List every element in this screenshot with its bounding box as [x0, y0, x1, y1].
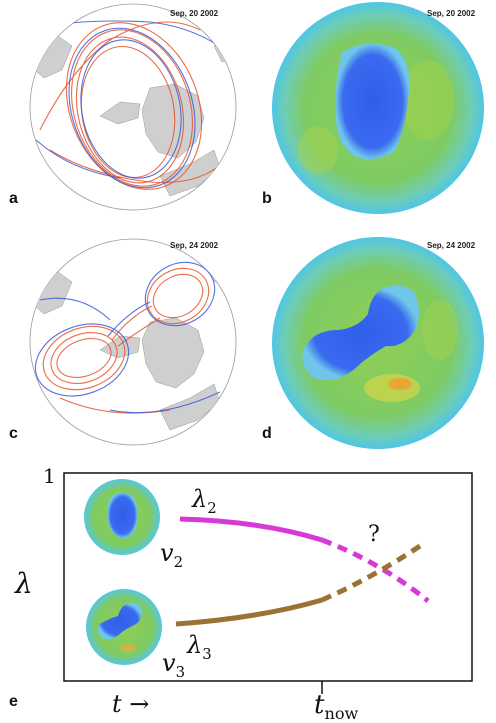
panel-c-label: c — [9, 425, 18, 442]
v3-label: v3 — [162, 649, 186, 681]
y-axis-label: λ — [15, 567, 33, 600]
v2-thumbnail — [84, 479, 160, 555]
panel-c-date: Sep, 24 2002 — [170, 241, 219, 250]
lambda3-curve-solid — [175, 597, 323, 627]
panel-b-ozone-map — [272, 2, 484, 214]
question-mark: ? — [368, 522, 380, 547]
v3-thumbnail — [86, 589, 162, 665]
panel-b-date: Sep, 20 2002 — [427, 9, 476, 18]
x-axis-label: t → — [112, 690, 150, 718]
panel-d-ozone-map — [272, 237, 484, 449]
t-now-label: tnow — [314, 690, 359, 723]
panel-e-label: e — [9, 693, 18, 710]
lambda2-curve-dashed — [321, 537, 430, 603]
lambda3-curve-dashed — [320, 543, 422, 603]
lambda2-curve-solid — [179, 516, 323, 543]
v2-label: v2 — [160, 539, 184, 571]
panel-c-globe — [29, 238, 237, 446]
panel-e-diagram — [63, 472, 473, 694]
lambda3-label: λ3 — [187, 631, 212, 663]
panel-d-date: Sep, 24 2002 — [427, 241, 476, 250]
panel-a-label: a — [9, 190, 18, 207]
panel-d-label: d — [262, 425, 272, 442]
panel-a-globe — [29, 3, 237, 211]
panel-a-date: Sep, 20 2002 — [170, 9, 219, 18]
panel-b-label: b — [262, 190, 272, 207]
y-tick-one: 1 — [43, 464, 56, 488]
lambda2-label: λ2 — [192, 485, 217, 517]
